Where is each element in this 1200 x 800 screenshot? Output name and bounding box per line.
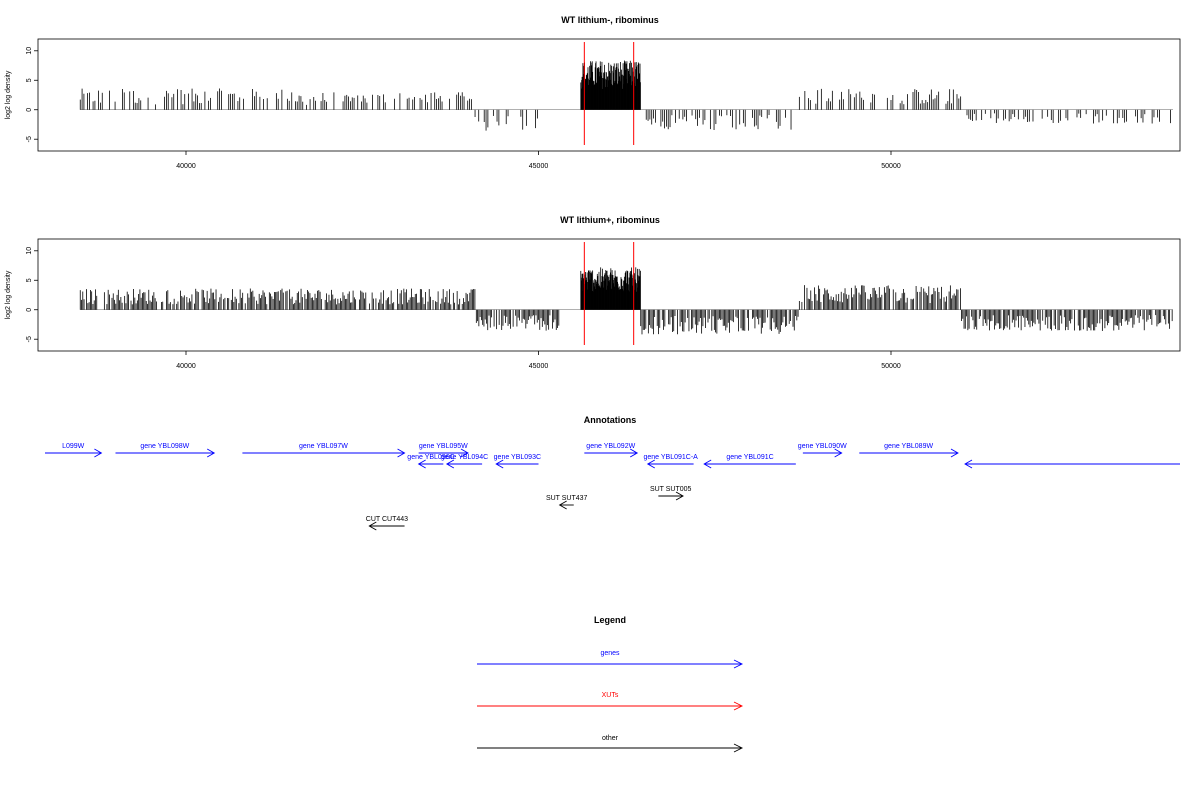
x-tick-label: 50000 [881, 163, 901, 170]
y-axis-label: log2 log density [5, 270, 12, 319]
arrow-head-icon [495, 459, 504, 469]
arrow-head-icon [94, 448, 103, 458]
annotations-title: Annotations [584, 415, 637, 425]
legend-label-xuts: XUTs [602, 692, 619, 699]
arrow-head-icon [964, 459, 973, 469]
other-feature: CUT CUT443 [366, 516, 408, 531]
annotations-track: Annotations L099W gene YBL098W gene YBL097… [45, 415, 1180, 531]
x-tick-label: 40000 [176, 163, 196, 170]
arrow-head-icon [206, 448, 216, 458]
gene-feature: L099W [45, 443, 103, 458]
x-axis-ticks: 40000 45000 50000 [176, 151, 901, 170]
x-tick-label: 50000 [881, 363, 901, 370]
arrow-head-icon [629, 448, 639, 458]
gene-label: gene YBL094C [441, 454, 488, 461]
gene-label: gene YBL098W [140, 443, 189, 450]
arrow-head-icon [445, 459, 455, 469]
legend-label-other: other [602, 735, 619, 742]
marker-lines [583, 242, 635, 345]
arrow-head-icon [646, 459, 655, 469]
coverage-panel-lithium-plus: WT lithium+, ribominus log2 log density … [5, 215, 1181, 370]
y-tick-label: 0 [26, 308, 33, 312]
x-tick-label: 40000 [176, 363, 196, 370]
y-axis-ticks: -5 0 5 10 [26, 47, 38, 142]
legend-item-other: other [477, 735, 744, 753]
gene-label: gene YBL090W [798, 443, 847, 450]
panel-title: WT lithium-, ribominus [561, 15, 659, 25]
y-axis-ticks: -5 0 5 10 [26, 247, 38, 342]
coverage-bars [79, 267, 1173, 335]
y-axis-label: log2 log density [5, 70, 12, 119]
legend-title: Legend [594, 615, 626, 625]
legend-label-genes: genes [600, 650, 620, 657]
legend: Legend genes XUTs other [477, 615, 744, 753]
arrow-head-icon [675, 491, 684, 501]
gene-label: gene YBL097W [299, 443, 348, 450]
gene-feature [964, 459, 1180, 469]
x-tick-label: 45000 [529, 363, 549, 370]
arrow-head-icon [950, 448, 959, 458]
y-tick-label: 10 [26, 47, 33, 55]
gene-feature: gene YBL093C [494, 454, 541, 469]
other-feature: SUT SUT005 [650, 486, 692, 501]
gene-feature: gene YBL097W [242, 443, 406, 458]
coverage-bars [79, 60, 1173, 131]
gene-feature: gene YBL091C-A [644, 454, 699, 469]
gene-label: gene YBL096C [407, 454, 454, 461]
arrow-head-icon [417, 459, 426, 469]
y-tick-label: 0 [26, 108, 33, 112]
other-feature: SUT SUT437 [546, 495, 588, 510]
arrow-head-icon [733, 701, 744, 711]
plot-frame [37, 238, 1181, 352]
y-tick-label: -5 [26, 136, 33, 142]
gene-label: gene YBL095W [419, 443, 468, 450]
arrow-head-icon [368, 521, 377, 531]
arrow-head-icon [733, 743, 744, 753]
y-tick-label: 5 [26, 78, 33, 82]
arrow-head-icon [397, 448, 406, 458]
panel-title: WT lithium+, ribominus [560, 215, 660, 225]
gene-feature: gene YBL090W [798, 443, 847, 458]
gene-feature: gene YBL091C [703, 454, 796, 469]
gene-feature: gene YBL089W [859, 443, 959, 458]
y-tick-label: 5 [26, 278, 33, 282]
gene-feature: gene YBL096C [407, 454, 455, 469]
gene-label: gene YBL092W [586, 443, 635, 450]
other-label: CUT CUT443 [366, 516, 408, 523]
gene-feature: gene YBL095W [418, 443, 469, 458]
gene-label: gene YBL091C-A [644, 454, 699, 461]
plot-frame [37, 38, 1181, 152]
marker-lines [583, 42, 635, 145]
arrow-head-icon [834, 448, 843, 458]
gene-label: gene YBL089W [884, 443, 933, 450]
arrow-head-icon [460, 448, 469, 458]
y-tick-label: 10 [26, 247, 33, 255]
legend-item-xuts: XUTs [477, 692, 744, 711]
gene-label: L099W [62, 443, 85, 450]
gene-feature: gene YBL092W [584, 443, 639, 458]
arrow-head-icon [703, 459, 712, 469]
other-label: SUT SUT437 [546, 495, 588, 502]
arrow-head-icon [733, 659, 744, 669]
gene-feature: gene YBL098W [115, 443, 216, 458]
x-axis-ticks: 40000 45000 50000 [176, 351, 901, 370]
gene-label: gene YBL091C [726, 454, 773, 461]
gene-feature: gene YBL094C [441, 454, 488, 469]
x-tick-label: 45000 [529, 163, 549, 170]
legend-item-genes: genes [477, 650, 744, 669]
arrow-head-icon [558, 500, 567, 510]
y-tick-label: -5 [26, 336, 33, 342]
gene-label: gene YBL093C [494, 454, 541, 461]
coverage-panel-lithium-minus: WT lithium-, ribominus log2 log density … [5, 15, 1181, 170]
other-label: SUT SUT005 [650, 486, 692, 493]
annotation-features: L099W gene YBL098W gene YBL097W gene YBL095… [45, 443, 1180, 531]
